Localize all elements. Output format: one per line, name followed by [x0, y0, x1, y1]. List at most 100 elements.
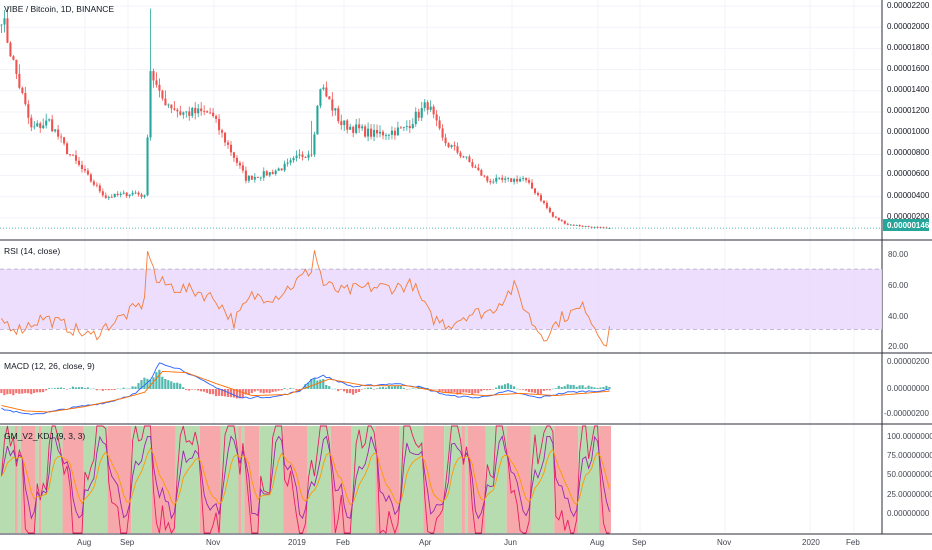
macd-histogram-bar: [590, 386, 593, 389]
kdj-background-band: [199, 426, 221, 533]
price-candle: [63, 137, 66, 144]
macd-histogram-bar: [214, 389, 218, 397]
macd-histogram-bar: [244, 389, 247, 395]
macd-histogram-bar: [220, 389, 224, 397]
price-tick-label: 0.00000600: [887, 169, 930, 178]
price-candle: [441, 128, 444, 138]
rsi-pane[interactable]: [0, 250, 882, 347]
price-candle: [206, 111, 209, 113]
price-pane-title: VIBE / Bitcoin, 1D, BINANCE: [4, 4, 114, 14]
price-candle: [325, 87, 328, 97]
macd-histogram-bar: [3, 389, 6, 396]
price-candle: [492, 181, 495, 183]
macd-histogram-bar: [137, 383, 140, 389]
macd-histogram-bar: [250, 389, 253, 394]
macd-histogram-bar: [89, 388, 92, 390]
price-candle: [262, 171, 265, 178]
price-tick-label: 0.00001800: [887, 43, 930, 52]
macd-histogram-bar: [346, 389, 349, 394]
macd-histogram-bar: [402, 387, 405, 389]
macd-histogram-bar: [584, 387, 587, 389]
macd-histogram-bar: [104, 389, 107, 390]
time-tick-label: Sep: [120, 538, 135, 547]
price-candle: [146, 137, 149, 196]
price-candle: [405, 126, 408, 127]
price-candle: [596, 226, 599, 228]
macd-histogram-bar: [226, 389, 230, 397]
macd-histogram-bar: [50, 388, 54, 389]
macd-histogram-bar: [56, 387, 60, 389]
macd-histogram-bar: [581, 385, 584, 389]
kdj-tick-label: 25.00000000: [887, 490, 932, 499]
time-axis[interactable]: Aug Sep Nov 2019 Feb Apr Jun Aug Sep Nov…: [77, 538, 860, 547]
price-candle: [533, 188, 537, 194]
price-candle: [453, 145, 456, 147]
price-candle: [349, 126, 352, 130]
price-candle: [86, 170, 89, 175]
price-candle: [209, 112, 212, 114]
rsi-axis[interactable]: 80.00 60.00 40.00 20.00: [888, 250, 909, 351]
last-price-badge-bg: [883, 219, 929, 231]
macd-histogram-bar: [30, 389, 33, 395]
time-tick-label: Aug: [77, 538, 91, 547]
macd-histogram-bar: [62, 388, 66, 389]
kdj-pane[interactable]: [0, 425, 611, 535]
macd-histogram-bar: [587, 385, 590, 389]
macd-histogram-bar: [605, 385, 608, 389]
macd-axis[interactable]: 0.00000200 0.00000000 -0.00000200: [884, 357, 930, 418]
price-candle: [265, 171, 268, 176]
price-candle: [39, 123, 42, 129]
kdj-background-band: [464, 426, 468, 533]
kdj-axis[interactable]: 100.00000000 75.00000000 50.00000000 25.…: [887, 432, 932, 518]
price-pane[interactable]: [0, 6, 882, 230]
time-tick-label: Sep: [632, 538, 647, 547]
price-candle: [98, 185, 101, 192]
price-candle: [277, 168, 280, 171]
macd-histogram-bar: [256, 389, 259, 391]
price-candle: [101, 191, 104, 196]
price-tick-label: 0.00000200: [887, 212, 930, 221]
price-candle: [414, 111, 417, 125]
macd-histogram-bar: [202, 389, 206, 392]
price-candle: [417, 111, 420, 118]
macd-histogram-bar: [465, 389, 468, 393]
price-candle: [373, 130, 376, 137]
macd-histogram-bar: [378, 387, 382, 389]
price-candle: [486, 176, 489, 182]
macd-histogram-bar: [134, 386, 137, 389]
price-candle: [298, 154, 301, 156]
macd-pane[interactable]: [0, 362, 611, 415]
macd-histogram-bar: [119, 388, 122, 390]
macd-histogram-bar: [68, 388, 72, 389]
time-tick-label: 2020: [802, 538, 820, 547]
price-candle: [408, 126, 411, 128]
kdj-background-band: [41, 426, 63, 533]
macd-histogram-bar: [432, 389, 435, 390]
macd-histogram-bar: [462, 389, 465, 393]
macd-histogram-bar: [113, 389, 116, 391]
price-candle: [361, 126, 364, 129]
price-candle: [286, 162, 289, 164]
price-candle: [21, 87, 24, 93]
macd-histogram-bar: [268, 389, 271, 394]
macd-histogram-bar: [578, 385, 581, 389]
price-candle: [54, 129, 57, 132]
price-candle: [548, 207, 551, 213]
macd-histogram-bar: [393, 385, 396, 389]
price-candle: [590, 226, 593, 228]
time-tick-label: Nov: [717, 538, 731, 547]
price-candle: [173, 108, 176, 110]
macd-histogram-bar: [518, 389, 522, 390]
price-candle: [432, 106, 435, 115]
price-candle: [131, 192, 134, 195]
price-candle: [259, 177, 262, 179]
price-candle: [498, 177, 501, 179]
price-axis[interactable]: 0.00002200 0.00002000 0.00001800 0.00001…: [887, 1, 930, 221]
price-candle: [223, 132, 227, 143]
price-candle: [378, 131, 382, 134]
macd-histogram-bar: [101, 389, 104, 391]
price-candle: [587, 226, 590, 227]
price-candle: [578, 225, 581, 227]
macd-histogram-bar: [477, 389, 480, 394]
macd-histogram-bar: [164, 378, 167, 389]
